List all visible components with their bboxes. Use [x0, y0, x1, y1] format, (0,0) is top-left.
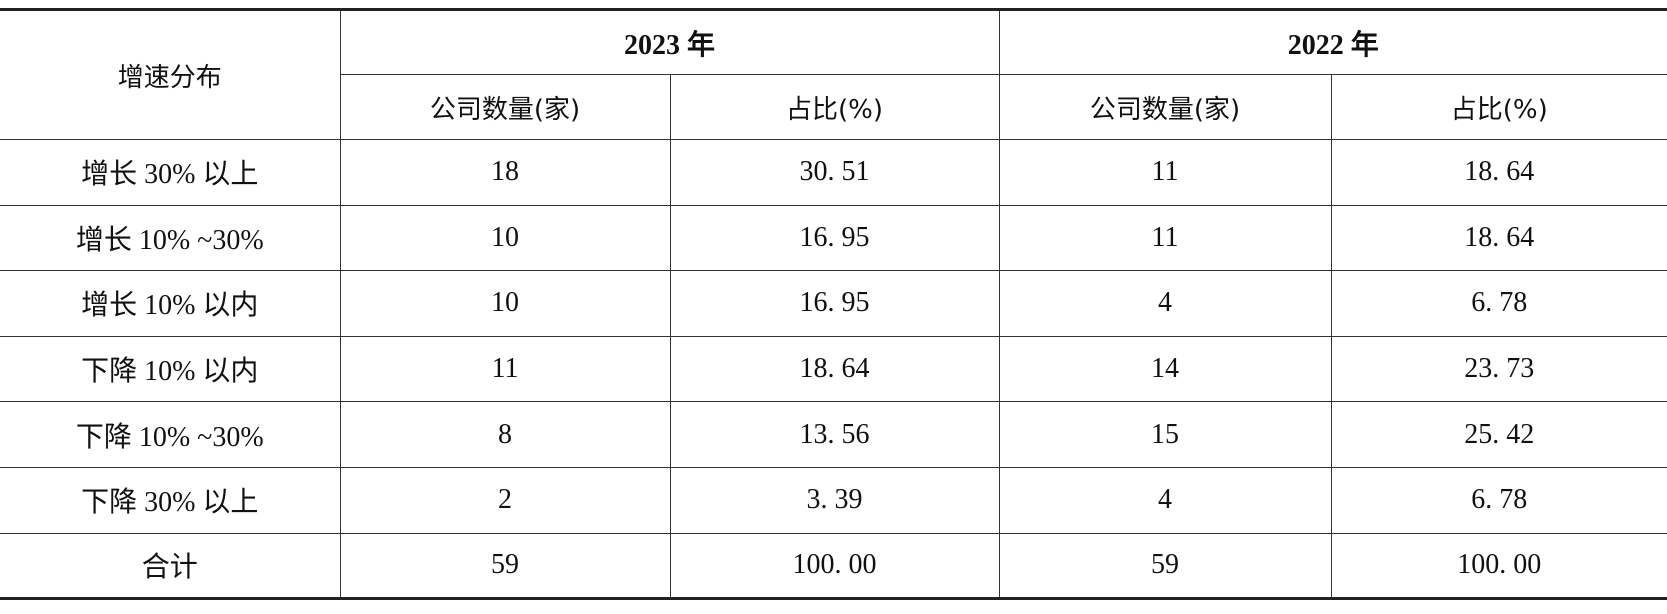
pct-2022: 6. 78: [1330, 466, 1667, 534]
pct-2022: 18. 64: [1330, 139, 1667, 206]
table-row: 增长 30% 以上 18 30. 51 11 18. 64: [0, 139, 1667, 206]
row-label: 增长 10% ~30%: [0, 204, 341, 272]
count-2023: 11: [339, 335, 671, 403]
row-label: 增长 10% 以内: [0, 270, 341, 337]
count-2022: 11: [998, 139, 1332, 206]
row-header: 增速分布: [0, 8, 341, 140]
pct-2023: 30. 51: [669, 139, 1000, 206]
pct-2022: 18. 64: [1330, 204, 1667, 272]
count-2022: 15: [998, 401, 1332, 468]
count-2023: 10: [339, 204, 671, 272]
table-row: 增长 10% ~30% 10 16. 95 11 18. 64: [0, 204, 1667, 272]
pct-2022: 100. 00: [1330, 532, 1667, 601]
count-2022: 59: [998, 532, 1332, 601]
col-pct-2023: 占比(%): [669, 74, 1000, 140]
pct-2022: 23. 73: [1330, 335, 1667, 403]
col-pct-2022: 占比(%): [1330, 74, 1667, 140]
pct-2022: 6. 78: [1330, 270, 1667, 337]
col-count-2022: 公司数量(家): [998, 74, 1332, 140]
growth-distribution-table: 增速分布 2023 年 2022 年 公司数量(家) 占比(%) 公司数量(家)…: [0, 8, 1667, 601]
row-label: 增长 30% 以上: [0, 139, 341, 206]
pct-2023: 16. 95: [669, 270, 1000, 337]
pct-2023: 13. 56: [669, 401, 1000, 468]
pct-2023: 3. 39: [669, 466, 1000, 534]
count-2022: 4: [998, 270, 1332, 337]
pct-2023: 16. 95: [669, 204, 1000, 272]
pct-2023: 100. 00: [669, 532, 1000, 601]
count-2023: 2: [339, 466, 671, 534]
pct-2022: 25. 42: [1330, 401, 1667, 468]
row-label: 下降 30% 以上: [0, 466, 341, 534]
table-row: 合计 59 100. 00 59 100. 00: [0, 532, 1667, 601]
row-label: 下降 10% ~30%: [0, 401, 341, 468]
count-2023: 8: [339, 401, 671, 468]
table-row: 增长 10% 以内 10 16. 95 4 6. 78: [0, 270, 1667, 337]
count-2022: 14: [998, 335, 1332, 403]
table-row: 下降 10% 以内 11 18. 64 14 23. 73: [0, 335, 1667, 403]
table-row: 下降 10% ~30% 8 13. 56 15 25. 42: [0, 401, 1667, 468]
table-row: 下降 30% 以上 2 3. 39 4 6. 78: [0, 466, 1667, 534]
count-2022: 4: [998, 466, 1332, 534]
pct-2023: 18. 64: [669, 335, 1000, 403]
year-header-2022: 2022 年: [998, 8, 1667, 75]
count-2023: 10: [339, 270, 671, 337]
year-header-2023: 2023 年: [339, 8, 1000, 75]
row-label: 下降 10% 以内: [0, 335, 341, 403]
count-2023: 18: [339, 139, 671, 206]
count-2022: 11: [998, 204, 1332, 272]
col-count-2023: 公司数量(家): [340, 74, 671, 140]
row-label: 合计: [0, 532, 341, 601]
count-2023: 59: [339, 532, 671, 601]
